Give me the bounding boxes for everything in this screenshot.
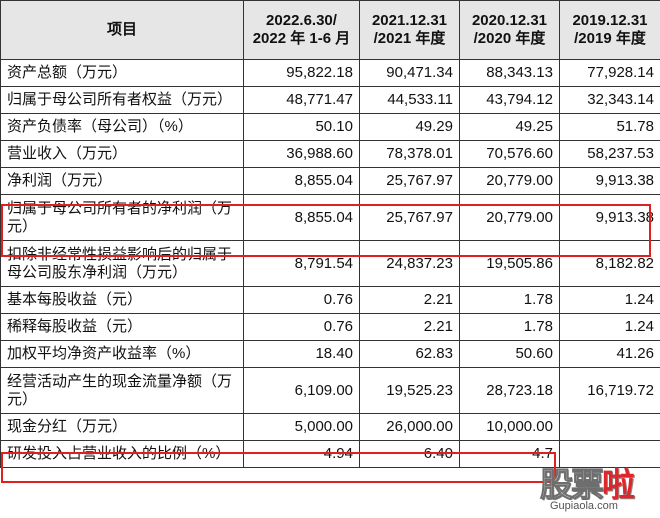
cell-value: 36,988.60 <box>243 140 360 168</box>
table-row-roe: 加权平均净资产收益率（%） 18.40 62.83 50.60 41.26 <box>0 340 660 368</box>
cell-value: 6.40 <box>359 440 460 468</box>
cell-value: 5,000.00 <box>243 413 360 441</box>
cell-value: 0.76 <box>243 313 360 341</box>
cell-value: 1.78 <box>459 313 560 341</box>
cell-value: 6,109.00 <box>243 367 360 414</box>
header-col-2022h1: 2022.6.30/ 2022 年 1-6 月 <box>243 0 360 60</box>
table-header-row: 项目 2022.6.30/ 2022 年 1-6 月 2021.12.31 /2… <box>0 0 660 60</box>
cell-value: 95,822.18 <box>243 59 360 87</box>
cell-value: 8,855.04 <box>243 167 360 195</box>
row-label: 净利润（万元） <box>0 167 244 195</box>
cell-value: 32,343.14 <box>559 86 660 114</box>
cell-value: 9,913.38 <box>559 167 660 195</box>
cell-value: 62.83 <box>359 340 460 368</box>
cell-value: 1.24 <box>559 286 660 314</box>
cell-value: 19,525.23 <box>359 367 460 414</box>
header-col-2019: 2019.12.31 /2019 年度 <box>559 0 660 60</box>
header-col-2021-line1: 2021.12.31 <box>371 12 448 29</box>
row-label: 归属于母公司所有者权益（万元） <box>0 86 244 114</box>
row-label: 资产负债率（母公司）（%） <box>0 113 244 141</box>
row-label: 加权平均净资产收益率（%） <box>0 340 244 368</box>
header-col-2020: 2020.12.31 /2020 年度 <box>459 0 560 60</box>
row-label: 资产总额（万元） <box>0 59 244 87</box>
cell-value: 50.10 <box>243 113 360 141</box>
header-col-2022h1-line1: 2022.6.30/ <box>266 12 337 29</box>
row-label: 扣除非经常性损益影响后的归属于母公司股东净利润（万元） <box>0 240 244 287</box>
cell-value: 0.76 <box>243 286 360 314</box>
cell-value: 24,837.23 <box>359 240 460 287</box>
cell-value <box>559 440 660 468</box>
table-row-debt-ratio: 资产负债率（母公司）（%） 50.10 49.29 49.25 51.78 <box>0 113 660 141</box>
row-label: 现金分红（万元） <box>0 413 244 441</box>
cell-value: 4.94 <box>243 440 360 468</box>
table-row-rd-ratio: 研发投入占营业收入的比例（%） 4.94 6.40 4.7 <box>0 440 660 468</box>
cell-value: 50.60 <box>459 340 560 368</box>
cell-value: 41.26 <box>559 340 660 368</box>
row-label: 经营活动产生的现金流量净额（万元） <box>0 367 244 414</box>
table-row-operating-cash-flow: 经营活动产生的现金流量净额（万元） 6,109.00 19,525.23 28,… <box>0 367 660 414</box>
table-row-cash-dividend: 现金分红（万元） 5,000.00 26,000.00 10,000.00 <box>0 413 660 441</box>
header-col-2019-line1: 2019.12.31 <box>572 12 648 29</box>
cell-value: 26,000.00 <box>359 413 460 441</box>
table-row-total-assets: 资产总额（万元） 95,822.18 90,471.34 88,343.13 7… <box>0 59 660 87</box>
cell-value: 28,723.18 <box>459 367 560 414</box>
cell-value: 20,779.00 <box>459 194 560 241</box>
cell-value: 19,505.86 <box>459 240 560 287</box>
cell-value: 49.25 <box>459 113 560 141</box>
cell-value: 8,855.04 <box>243 194 360 241</box>
cell-value: 48,771.47 <box>243 86 360 114</box>
cell-value: 25,767.97 <box>359 194 460 241</box>
cell-value: 10,000.00 <box>459 413 560 441</box>
header-col-2020-line1: 2020.12.31 <box>471 12 548 29</box>
cell-value: 49.29 <box>359 113 460 141</box>
table-row-diluted-eps: 稀释每股收益（元） 0.76 2.21 1.78 1.24 <box>0 313 660 341</box>
table-row-basic-eps: 基本每股收益（元） 0.76 2.21 1.78 1.24 <box>0 286 660 314</box>
cell-value: 1.24 <box>559 313 660 341</box>
cell-value: 8,791.54 <box>243 240 360 287</box>
row-label: 基本每股收益（元） <box>0 286 244 314</box>
cell-value: 25,767.97 <box>359 167 460 195</box>
cell-value: 8,182.82 <box>559 240 660 287</box>
cell-value: 4.7 <box>459 440 560 468</box>
row-label: 研发投入占营业收入的比例（%） <box>0 440 244 468</box>
cell-value: 58,237.53 <box>559 140 660 168</box>
cell-value: 1.78 <box>459 286 560 314</box>
cell-value: 20,779.00 <box>459 167 560 195</box>
cell-value: 44,533.11 <box>359 86 460 114</box>
table-row-net-profit: 净利润（万元） 8,855.04 25,767.97 20,779.00 9,9… <box>0 167 660 195</box>
cell-value: 2.21 <box>359 286 460 314</box>
row-label: 稀释每股收益（元） <box>0 313 244 341</box>
cell-value: 43,794.12 <box>459 86 560 114</box>
cell-value: 70,576.60 <box>459 140 560 168</box>
cell-value: 51.78 <box>559 113 660 141</box>
table-row-parent-net-profit: 归属于母公司所有者的净利润（万元） 8,855.04 25,767.97 20,… <box>0 194 660 241</box>
cell-value: 78,378.01 <box>359 140 460 168</box>
header-item: 项目 <box>0 0 244 60</box>
cell-value: 16,719.72 <box>559 367 660 414</box>
cell-value <box>559 413 660 441</box>
header-col-2021-line2: /2021 年度 <box>373 30 446 47</box>
table-row-adjusted-net-profit: 扣除非经常性损益影响后的归属于母公司股东净利润（万元） 8,791.54 24,… <box>0 240 660 287</box>
row-label: 归属于母公司所有者的净利润（万元） <box>0 194 244 241</box>
cell-value: 90,471.34 <box>359 59 460 87</box>
table-row-revenue: 营业收入（万元） 36,988.60 78,378.01 70,576.60 5… <box>0 140 660 168</box>
cell-value: 18.40 <box>243 340 360 368</box>
header-col-2019-line2: /2019 年度 <box>574 30 646 47</box>
row-label: 营业收入（万元） <box>0 140 244 168</box>
cell-value: 88,343.13 <box>459 59 560 87</box>
financial-summary-table: 项目 2022.6.30/ 2022 年 1-6 月 2021.12.31 /2… <box>0 0 660 468</box>
cell-value: 77,928.14 <box>559 59 660 87</box>
cell-value: 9,913.38 <box>559 194 660 241</box>
header-col-2021: 2021.12.31 /2021 年度 <box>359 0 460 60</box>
header-col-2020-line2: /2020 年度 <box>473 30 546 47</box>
header-col-2022h1-line2: 2022 年 1-6 月 <box>252 30 351 47</box>
table-row-parent-equity: 归属于母公司所有者权益（万元） 48,771.47 44,533.11 43,7… <box>0 86 660 114</box>
cell-value: 2.21 <box>359 313 460 341</box>
